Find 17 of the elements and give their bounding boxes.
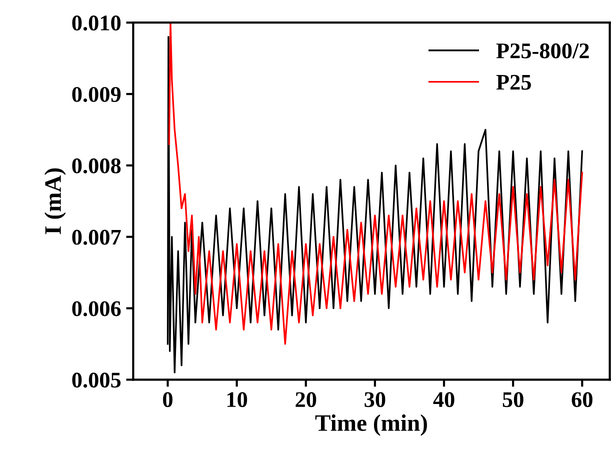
x-tick-label: 30 [364, 392, 386, 408]
y-tick-label: 0.009 [72, 86, 121, 102]
x-tick-label: 50 [502, 392, 524, 408]
x-tick-label: 0 [163, 392, 172, 408]
y-tick-label: 0.005 [72, 372, 121, 388]
x-tick-label: 10 [227, 392, 248, 408]
legend-label: P25 [496, 74, 531, 90]
legend-label: P25-800/2 [496, 43, 589, 58]
x-axis-title: Time (min) [315, 414, 427, 436]
y-tick-label: 0.010 [72, 16, 121, 31]
x-tick-label: 60 [572, 392, 592, 408]
x-tick-label: 40 [433, 392, 454, 408]
x-tick-label: 20 [296, 392, 316, 408]
y-tick-label: 0.007 [72, 230, 121, 245]
y-axis-title: I (mA) [44, 168, 66, 234]
y-tick-label: 0.008 [72, 158, 121, 174]
y-tick-label: 0.006 [72, 301, 121, 316]
